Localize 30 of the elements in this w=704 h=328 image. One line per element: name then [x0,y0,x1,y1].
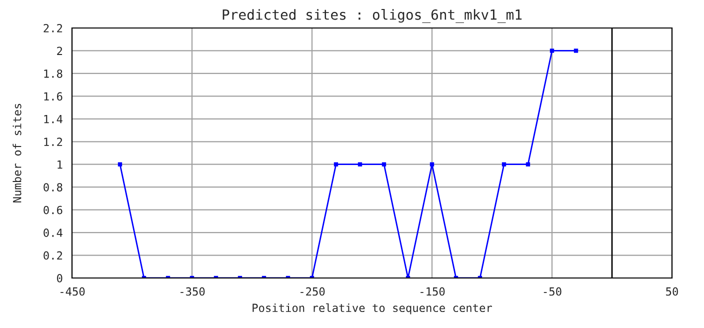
chart-title: Predicted sites : oligos_6nt_mkv1_m1 [222,9,522,23]
y-tick-label: 1.6 [44,92,62,101]
y-tick-label: 0.8 [44,183,62,192]
point [574,48,578,53]
point [358,162,362,166]
x-tick-label: -350 [180,287,205,296]
point [502,162,506,166]
y-tick-label: 1.2 [44,138,62,146]
x-tick-label: -150 [420,287,445,296]
y-tick-label: 2.2 [44,24,62,32]
y-axis-title: Number of sites [12,104,22,202]
point [118,162,122,166]
x-tick-label: 50 [666,287,678,296]
y-tick-label: 1.8 [44,69,62,78]
y-tick-label: 0 [57,274,62,282]
y-tick-label: 1.4 [44,115,62,124]
point [550,48,554,53]
y-tick-label: 0.2 [44,251,62,260]
y-tick-label: 2 [57,46,62,55]
y-tick-label: 0.4 [44,228,62,237]
x-tick-label: -450 [60,287,85,296]
point [526,162,530,166]
y-tick-label: 0.6 [44,206,62,214]
x-tick-label: -250 [300,287,325,296]
x-axis-title: Position relative to sequence center [252,303,492,314]
point [334,162,338,166]
x-tick-label: -50 [544,287,562,296]
y-tick-label: 1 [58,160,62,169]
point [430,162,434,166]
point [382,162,386,166]
